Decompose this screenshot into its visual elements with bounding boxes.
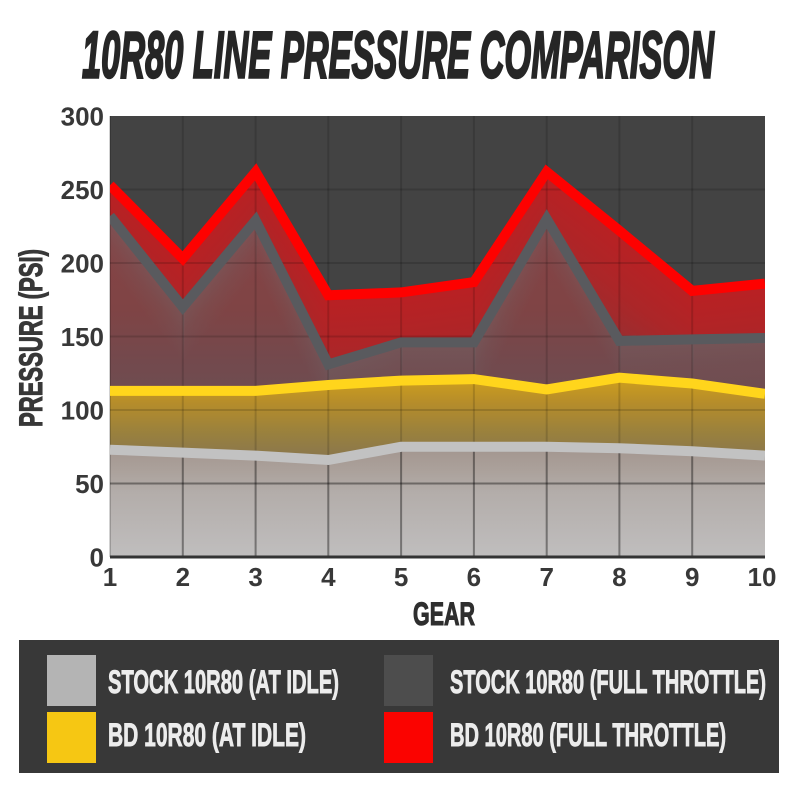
svg-text:9: 9 bbox=[685, 562, 699, 592]
svg-text:2: 2 bbox=[176, 562, 190, 592]
svg-text:BD 10R80 (FULL THROTTLE): BD 10R80 (FULL THROTTLE) bbox=[450, 717, 726, 753]
svg-text:300: 300 bbox=[61, 102, 104, 132]
svg-text:6: 6 bbox=[467, 562, 481, 592]
svg-text:STOCK 10R80 (AT IDLE): STOCK 10R80 (AT IDLE) bbox=[108, 664, 339, 700]
svg-text:200: 200 bbox=[61, 249, 104, 279]
svg-text:100: 100 bbox=[61, 396, 104, 426]
svg-text:GEAR: GEAR bbox=[413, 596, 475, 632]
svg-text:4: 4 bbox=[321, 562, 336, 592]
svg-text:PRESSURE (PSI): PRESSURE (PSI) bbox=[13, 249, 49, 427]
svg-text:50: 50 bbox=[75, 469, 104, 499]
svg-text:STOCK 10R80 (FULL THROTTLE): STOCK 10R80 (FULL THROTTLE) bbox=[450, 664, 766, 700]
svg-text:BD 10R80 (AT IDLE): BD 10R80 (AT IDLE) bbox=[108, 717, 306, 753]
svg-text:1: 1 bbox=[103, 562, 117, 592]
svg-text:8: 8 bbox=[612, 562, 626, 592]
svg-text:0: 0 bbox=[90, 543, 104, 573]
svg-text:150: 150 bbox=[61, 322, 104, 352]
svg-text:3: 3 bbox=[248, 562, 262, 592]
svg-text:250: 250 bbox=[61, 175, 104, 205]
svg-text:7: 7 bbox=[539, 562, 553, 592]
svg-text:10R80 LINE PRESSURE COMPARISON: 10R80 LINE PRESSURE COMPARISON bbox=[82, 18, 715, 92]
svg-text:5: 5 bbox=[394, 562, 408, 592]
svg-text:10: 10 bbox=[748, 562, 777, 592]
